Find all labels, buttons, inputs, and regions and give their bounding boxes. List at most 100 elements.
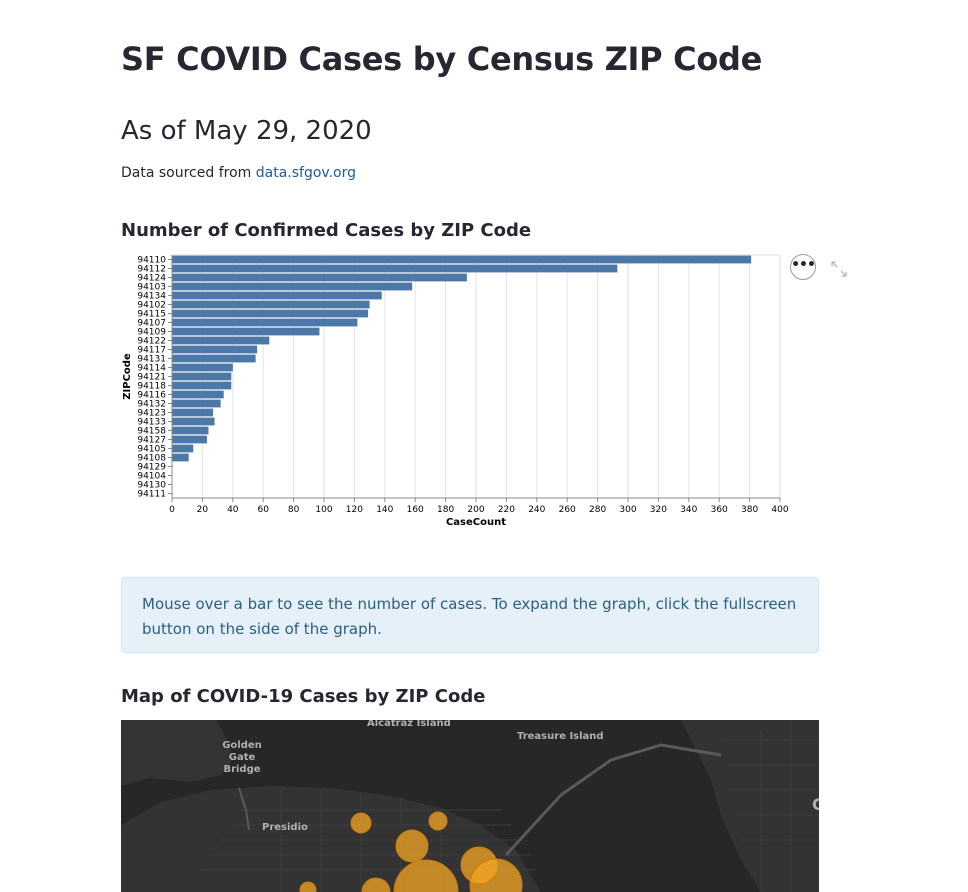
x-tick-label: 40 bbox=[227, 505, 239, 515]
chart-bar[interactable] bbox=[172, 363, 233, 372]
map-heading: Map of COVID-19 Cases by ZIP Code bbox=[121, 686, 486, 707]
fullscreen-expand-icon[interactable] bbox=[830, 260, 848, 278]
y-tick-label: 94111 bbox=[137, 490, 166, 500]
chart-bar[interactable] bbox=[172, 255, 752, 264]
chart-bar[interactable] bbox=[172, 345, 258, 354]
chart-bar[interactable] bbox=[172, 273, 467, 282]
chart-menu-button[interactable]: ••• bbox=[790, 254, 816, 280]
bar-chart[interactable]: 9411094112941249410394134941029411594107… bbox=[121, 248, 789, 548]
data-source-link[interactable]: data.sfgov.org bbox=[255, 165, 357, 181]
map-canvas bbox=[121, 720, 819, 892]
chart-bar[interactable] bbox=[172, 453, 189, 462]
chart-bar[interactable] bbox=[172, 264, 618, 273]
y-tick-label: 94110 bbox=[137, 256, 166, 266]
chart-bar[interactable] bbox=[172, 300, 370, 309]
chart-bar[interactable] bbox=[172, 426, 209, 435]
y-tick-label: 94121 bbox=[137, 373, 166, 383]
y-tick-label: 94104 bbox=[137, 472, 166, 482]
y-tick-label: 94114 bbox=[137, 364, 166, 374]
y-tick-label: 94116 bbox=[137, 391, 166, 401]
x-tick-label: 20 bbox=[197, 505, 209, 515]
x-tick-label: 120 bbox=[346, 505, 363, 515]
x-tick-label: 320 bbox=[650, 505, 667, 515]
x-tick-label: 360 bbox=[711, 505, 728, 515]
chart-bar[interactable] bbox=[172, 435, 207, 444]
y-tick-label: 94105 bbox=[137, 445, 166, 455]
page-title: SF COVID Cases by Census ZIP Code bbox=[121, 40, 763, 78]
x-tick-label: 260 bbox=[559, 505, 576, 515]
y-tick-label: 94103 bbox=[137, 283, 166, 293]
chart-bar[interactable] bbox=[172, 354, 256, 363]
data-source-prefix: Data sourced from bbox=[121, 165, 256, 181]
y-tick-label: 94133 bbox=[137, 418, 166, 428]
y-tick-label: 94115 bbox=[137, 310, 166, 320]
x-tick-label: 300 bbox=[619, 505, 636, 515]
y-tick-label: 94131 bbox=[137, 355, 166, 365]
info-alert: Mouse over a bar to see the number of ca… bbox=[121, 577, 819, 653]
x-tick-label: 160 bbox=[407, 505, 424, 515]
y-tick-label: 94129 bbox=[137, 463, 166, 473]
covid-map[interactable]: Alcatraz Island Treasure Island Golden G… bbox=[121, 720, 819, 892]
y-tick-label: 94118 bbox=[137, 382, 166, 392]
x-tick-label: 180 bbox=[437, 505, 454, 515]
case-bubble bbox=[428, 811, 448, 831]
more-dots-icon: ••• bbox=[791, 256, 816, 273]
map-bay-bridge bbox=[504, 743, 722, 857]
case-bubble bbox=[299, 881, 317, 892]
chart-bar[interactable] bbox=[172, 381, 232, 390]
info-alert-text: Mouse over a bar to see the number of ca… bbox=[142, 595, 797, 638]
map-label-golden-gate: Golden Gate Bridge bbox=[222, 740, 262, 775]
chart-bar[interactable] bbox=[172, 327, 320, 336]
x-tick-label: 400 bbox=[771, 505, 788, 515]
x-tick-label: 340 bbox=[680, 505, 697, 515]
x-tick-label: 60 bbox=[257, 505, 269, 515]
chart-bar[interactable] bbox=[172, 318, 358, 327]
case-bubble bbox=[395, 829, 429, 863]
chart-bar[interactable] bbox=[172, 336, 270, 345]
map-land-east bbox=[681, 720, 819, 892]
y-tick-label: 94127 bbox=[137, 436, 166, 446]
x-tick-label: 200 bbox=[467, 505, 484, 515]
chart-bar[interactable] bbox=[172, 444, 194, 453]
y-tick-label: 94117 bbox=[137, 346, 166, 356]
y-tick-label: 94112 bbox=[137, 265, 166, 275]
chart-bar[interactable] bbox=[172, 309, 369, 318]
case-bubble bbox=[350, 812, 372, 834]
chart-bar[interactable] bbox=[172, 417, 215, 426]
case-bubble bbox=[469, 858, 523, 892]
y-tick-label: 94102 bbox=[137, 301, 166, 311]
map-label-treasure-island: Treasure Island bbox=[517, 731, 604, 742]
x-tick-label: 380 bbox=[741, 505, 758, 515]
map-label-edge: O bbox=[812, 795, 819, 814]
y-tick-label: 94134 bbox=[137, 292, 166, 302]
map-golden-gate-road bbox=[238, 787, 250, 831]
page-subtitle: As of May 29, 2020 bbox=[121, 116, 372, 146]
y-tick-label: 94124 bbox=[137, 274, 166, 284]
chart-bar[interactable] bbox=[172, 282, 413, 291]
y-tick-label: 94109 bbox=[137, 328, 166, 338]
x-tick-label: 280 bbox=[589, 505, 606, 515]
x-tick-label: 100 bbox=[315, 505, 332, 515]
y-tick-label: 94123 bbox=[137, 409, 166, 419]
x-tick-label: 0 bbox=[169, 505, 175, 515]
x-axis-title: CaseCount bbox=[446, 517, 506, 528]
chart-bar[interactable] bbox=[172, 372, 232, 381]
y-tick-label: 94122 bbox=[137, 337, 166, 347]
case-bubble bbox=[393, 859, 459, 892]
y-tick-label: 94130 bbox=[137, 481, 166, 491]
chart-bar[interactable] bbox=[172, 291, 382, 300]
map-case-bubbles bbox=[299, 811, 523, 892]
chart-heading: Number of Confirmed Cases by ZIP Code bbox=[121, 220, 532, 241]
y-tick-label: 94132 bbox=[137, 400, 166, 410]
case-bubble bbox=[361, 877, 391, 892]
y-tick-label: 94158 bbox=[137, 427, 166, 437]
x-tick-label: 80 bbox=[288, 505, 300, 515]
map-label-alcatraz: Alcatraz Island bbox=[367, 720, 451, 729]
chart-bar[interactable] bbox=[172, 390, 224, 399]
x-tick-label: 140 bbox=[376, 505, 393, 515]
chart-bar[interactable] bbox=[172, 408, 214, 417]
x-tick-label: 240 bbox=[528, 505, 545, 515]
chart-bar[interactable] bbox=[172, 399, 221, 408]
y-tick-label: 94108 bbox=[137, 454, 166, 464]
data-source-line: Data sourced from data.sfgov.org bbox=[121, 165, 356, 181]
